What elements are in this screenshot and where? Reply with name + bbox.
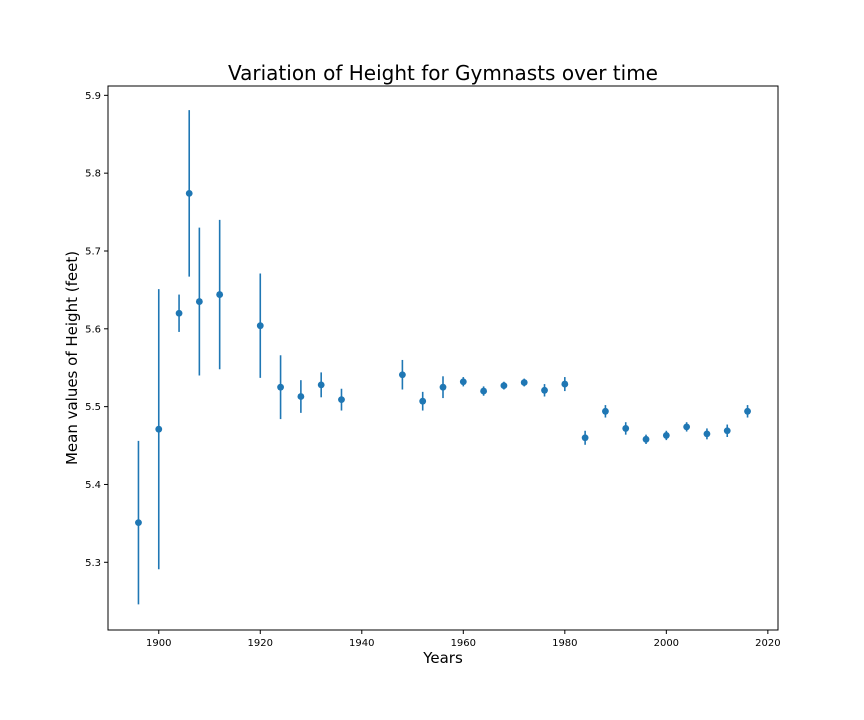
data-point: [541, 386, 548, 394]
data-point: [297, 393, 305, 400]
y-tick-label: 5.7: [85, 246, 101, 257]
data-point: [703, 430, 711, 438]
x-tick-label: 2000: [654, 638, 679, 649]
data-point: [520, 379, 528, 386]
plot-area-frame: [107, 85, 779, 631]
data-point: [561, 380, 569, 388]
data-point: [500, 382, 508, 390]
y-tick-label: 5.6: [85, 324, 101, 335]
y-axis-label: Mean values of Height (feet): [63, 251, 81, 465]
data-point: [683, 423, 691, 431]
data-point: [419, 397, 427, 405]
data-point: [744, 407, 751, 415]
x-tick-label: 1960: [451, 638, 476, 649]
y-tick-label: 5.8: [85, 169, 101, 180]
data-marks: [135, 110, 751, 605]
data-point: [642, 435, 650, 443]
data-point: [256, 322, 264, 330]
data-point: [581, 434, 589, 442]
x-tick-label: 1940: [349, 638, 374, 649]
data-point: [662, 432, 670, 439]
x-axis-label: Years: [422, 649, 463, 667]
y-tick-label: 5.4: [85, 480, 101, 491]
data-point: [602, 407, 609, 415]
data-point: [135, 519, 142, 527]
x-tick-label: 1920: [248, 638, 273, 649]
y-tick-label: 5.3: [85, 558, 101, 569]
data-point: [398, 371, 406, 379]
axis-ticks: 1900 1920 1940 1960 1980 2000 2020 5.3 5.4 5.5 5.6…: [85, 91, 780, 649]
x-tick-label: 1980: [552, 638, 577, 649]
data-point: [216, 291, 224, 298]
data-point: [175, 309, 183, 317]
data-point: [277, 383, 284, 391]
y-tick-label: 5.5: [85, 402, 101, 413]
x-tick-label: 1900: [146, 638, 171, 649]
data-point: [317, 381, 325, 389]
data-point: [155, 425, 163, 433]
data-point: [480, 387, 488, 395]
data-point: [723, 427, 731, 435]
data-point: [338, 396, 345, 404]
data-point: [195, 298, 203, 305]
data-point: [185, 189, 193, 197]
x-tick-label: 2020: [755, 638, 780, 649]
data-point: [459, 378, 467, 386]
data-point: [622, 425, 630, 432]
chart-title: Variation of Height for Gymnasts over ti…: [228, 61, 658, 85]
y-tick-label: 5.9: [85, 91, 101, 102]
data-point: [439, 383, 447, 391]
